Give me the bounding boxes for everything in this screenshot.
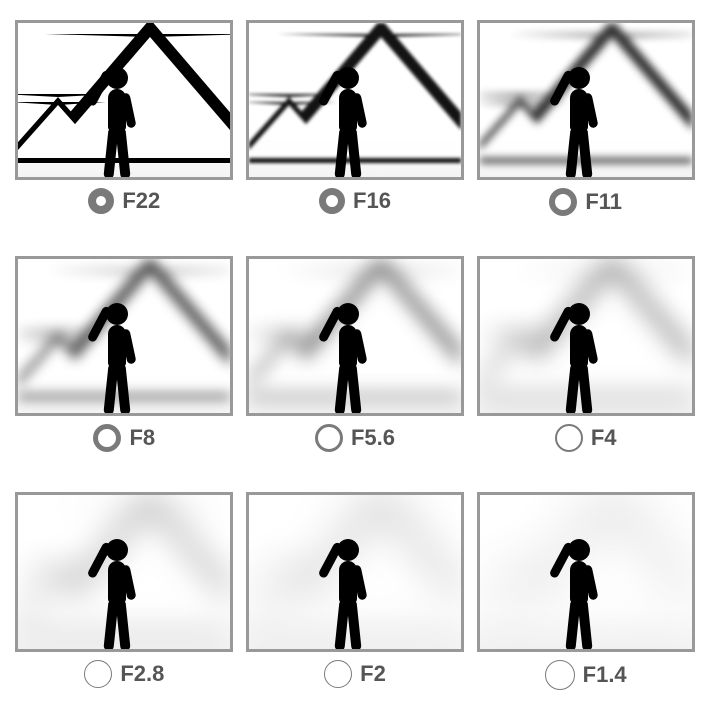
aperture-caption: F2.8 [84,660,164,688]
aperture-label: F1.4 [583,662,627,688]
aperture-ring-icon [88,188,114,214]
sample-frame [477,256,695,416]
person-icon [76,59,146,177]
person-icon [76,295,146,413]
person-icon [76,531,146,649]
aperture-cell: F2 [246,492,465,690]
aperture-label: F5.6 [351,425,395,451]
aperture-label: F2.8 [120,661,164,687]
foreground-scene [480,259,692,413]
aperture-cell: F1.4 [476,492,695,690]
sample-frame [15,492,233,652]
person-icon [307,295,377,413]
aperture-caption: F2 [324,660,386,688]
aperture-caption: F5.6 [315,424,395,452]
person-icon [538,531,608,649]
aperture-ring-icon [545,660,575,690]
foreground-scene [18,23,230,177]
aperture-label: F4 [591,425,617,451]
sample-frame [246,20,464,180]
sample-frame [477,20,695,180]
aperture-caption: F1.4 [545,660,627,690]
aperture-caption: F11 [549,188,622,216]
aperture-ring-icon [93,424,121,452]
sample-frame [246,492,464,652]
aperture-ring-icon [319,188,345,214]
aperture-ring-icon [549,188,577,216]
aperture-label: F2 [360,661,386,687]
foreground-scene [249,259,461,413]
aperture-cell: F16 [246,20,465,216]
person-icon [307,531,377,649]
aperture-cell: F4 [476,256,695,452]
aperture-grid: F22 F16 F11 F8 F5.6 F4 F2.8 F2 F1.4 [15,20,695,690]
aperture-cell: F5.6 [246,256,465,452]
aperture-label: F11 [585,189,622,215]
aperture-caption: F4 [555,424,617,452]
foreground-scene [249,495,461,649]
foreground-scene [249,23,461,177]
sample-frame [246,256,464,416]
sample-frame [15,20,233,180]
aperture-label: F22 [122,188,160,214]
aperture-label: F16 [353,188,391,214]
foreground-scene [18,259,230,413]
aperture-cell: F22 [15,20,234,216]
person-icon [307,59,377,177]
sample-frame [477,492,695,652]
foreground-scene [18,495,230,649]
aperture-ring-icon [555,424,583,452]
person-icon [538,59,608,177]
aperture-ring-icon [324,660,352,688]
foreground-scene [480,495,692,649]
aperture-ring-icon [315,424,343,452]
aperture-caption: F8 [93,424,155,452]
aperture-cell: F2.8 [15,492,234,690]
aperture-label: F8 [129,425,155,451]
aperture-cell: F11 [476,20,695,216]
aperture-cell: F8 [15,256,234,452]
aperture-caption: F22 [88,188,160,214]
person-icon [538,295,608,413]
foreground-scene [480,23,692,177]
sample-frame [15,256,233,416]
aperture-ring-icon [84,660,112,688]
aperture-caption: F16 [319,188,391,214]
